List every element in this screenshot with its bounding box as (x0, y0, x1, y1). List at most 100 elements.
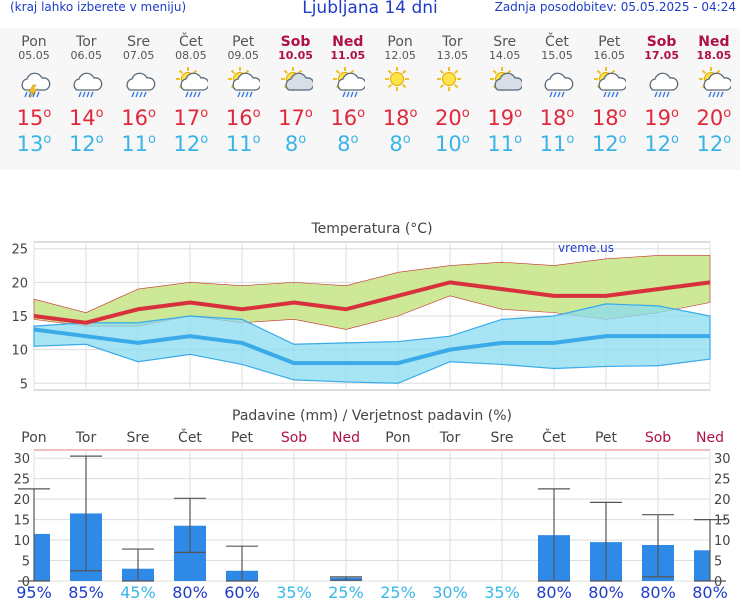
precipitation-probability: 25% (380, 583, 416, 600)
max-temperature: 17o (173, 106, 209, 130)
cloud-rain-icon (531, 66, 583, 100)
min-temperature: 11o (487, 132, 523, 156)
precipitation-probability: 80% (172, 583, 208, 600)
range-whisker (174, 497, 206, 553)
y-tick-label: 15 (714, 514, 731, 529)
max-temperature: 14o (68, 106, 104, 130)
y-tick-label: 30 (13, 452, 30, 467)
y-tick-label: 15 (11, 310, 28, 325)
sun-cloud-rain-icon (688, 66, 740, 100)
day-name: Sob (280, 34, 311, 50)
cloud-rain-icon (636, 66, 688, 100)
thunder-rain-icon (8, 66, 60, 100)
range-whisker (694, 518, 726, 582)
header-menu-hint: (kraj lahko izberete v meniju) (10, 0, 187, 14)
day-column: Sob 10.05 17o 8o (270, 28, 322, 156)
y-tick-label: 5 (714, 555, 722, 570)
day-date: 16.05 (593, 49, 626, 62)
day-date: 05.05 (18, 49, 50, 62)
day-date: 12.05 (384, 49, 416, 62)
precipitation-bar (34, 533, 50, 581)
day-column: Sre 14.05 19o 11o (479, 28, 531, 156)
x-tick-label: Pet (231, 430, 254, 446)
day-date: 08.05 (175, 49, 207, 62)
cloud-rain-icon (60, 66, 112, 100)
max-temperature: 18o (382, 106, 418, 130)
y-tick-label: 5 (22, 555, 30, 570)
sun-icon (426, 66, 478, 100)
precipitation-probability: 35% (276, 583, 312, 600)
precipitation-probability: 60% (224, 583, 260, 600)
day-name: Tor (76, 34, 97, 50)
x-tick-label: Sre (491, 430, 514, 446)
y-tick-label: 0 (22, 575, 30, 590)
day-name: Sob (646, 34, 677, 50)
max-temperature-line (33, 280, 711, 325)
y-tick-label: 25 (13, 473, 30, 488)
range-whisker (18, 488, 50, 582)
y-tick-label: 10 (11, 344, 28, 359)
range-whisker (590, 501, 622, 582)
min-temperature: 11o (121, 132, 156, 156)
precipitation-probability: 25% (328, 583, 364, 600)
chart-title: Padavine (mm) / Verjetnost padavin (%) (232, 408, 512, 424)
y-tick-label: 30 (714, 452, 731, 467)
day-column: Pet 16.05 18o 12o (583, 28, 635, 156)
day-column: Čet 15.05 18o 11o (531, 28, 583, 156)
min-temperature: 12o (68, 132, 104, 156)
y-tick-label: 10 (714, 534, 731, 549)
sun-cloud-rain-icon (322, 66, 374, 100)
day-column: Tor 06.05 14o 12o (60, 28, 112, 156)
day-name: Ned (332, 34, 364, 50)
y-tick-label: 25 (11, 243, 28, 258)
day-column: Čet 08.05 17o 12o (165, 28, 217, 156)
day-column: Ned 11.05 16o 8o (322, 28, 374, 156)
day-date: 18.05 (696, 49, 732, 62)
range-whisker (70, 455, 102, 572)
max-temperature: 20o (435, 106, 470, 130)
y-tick-label: 5 (20, 377, 28, 392)
day-name: Pet (598, 34, 621, 50)
day-name: Sre (127, 34, 151, 50)
range-whisker (538, 488, 570, 582)
day-date: 09.05 (227, 49, 259, 62)
sun-cloud-rain-icon (165, 66, 217, 100)
day-name: Sre (493, 34, 517, 50)
day-date: 13.05 (436, 49, 469, 62)
day-date: 14.05 (488, 49, 521, 62)
max-temperature: 17o (278, 106, 313, 130)
cloud-rain-icon (113, 66, 165, 100)
day-column: Tor 13.05 20o 10o (426, 28, 478, 156)
min-temperature: 8o (284, 132, 307, 156)
x-tick-label: Sob (645, 430, 671, 446)
x-tick-label: Ned (332, 430, 360, 446)
precipitation-probability: 45% (120, 583, 156, 600)
y-tick-label: 10 (13, 534, 30, 549)
max-temperature: 19o (487, 106, 523, 130)
x-tick-label: Tor (75, 430, 97, 446)
min-temperature: 8o (337, 132, 359, 156)
max-temperature: 19o (644, 106, 679, 130)
precipitation-probability: 80% (692, 583, 728, 600)
x-tick-label: Čet (542, 428, 566, 446)
x-tick-label: Čet (178, 428, 202, 446)
precipitation-probability: 80% (640, 583, 676, 600)
precipitation-probability: 80% (588, 583, 624, 600)
day-name: Pon (387, 34, 413, 50)
sun-cloud-icon (479, 66, 531, 100)
day-date: 15.05 (541, 49, 573, 62)
min-temperature: 12o (644, 132, 679, 156)
min-temperature: 12o (696, 132, 732, 156)
range-whisker (226, 545, 258, 582)
precipitation-probability: 35% (484, 583, 520, 600)
day-date: 10.05 (278, 49, 313, 62)
day-column: Ned 18.05 20o 12o (688, 28, 740, 156)
page-title: Ljubljana 14 dni (302, 0, 438, 18)
sun-icon (374, 66, 426, 100)
day-name: Ned (698, 34, 730, 50)
y-tick-label: 20 (13, 493, 30, 508)
min-temperature: 12o (591, 132, 627, 156)
range-whisker (330, 576, 362, 581)
y-tick-label: 20 (714, 493, 731, 508)
min-temperature-line (33, 327, 710, 366)
